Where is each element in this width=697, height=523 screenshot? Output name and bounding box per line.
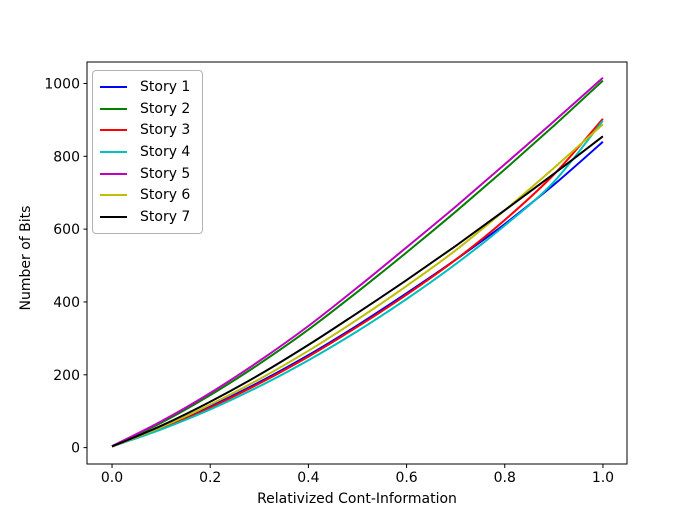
legend-item-story-6: Story 6 [100, 184, 195, 206]
legend-item-story-7: Story 7 [100, 206, 195, 228]
legend-item-story-3: Story 3 [100, 119, 195, 141]
legend-item-story-2: Story 2 [100, 98, 195, 120]
series-line-story-4 [111, 119, 604, 448]
legend-item-story-4: Story 4 [100, 141, 195, 163]
series-line-story-2 [111, 79, 604, 448]
x-tick-label: 0.8 [494, 470, 516, 486]
x-axis-label: Relativized Cont-Information [257, 491, 457, 507]
legend-label: Story 7 [140, 208, 191, 225]
legend-line-swatch [100, 129, 127, 132]
legend-label: Story 5 [140, 165, 191, 182]
x-tick-label: 0.6 [395, 470, 417, 486]
series-line-story-7 [111, 135, 604, 448]
x-tick-label: 0.0 [101, 470, 123, 486]
legend-line-swatch [100, 215, 127, 218]
axes-frame [86, 61, 628, 465]
x-tick-label: 1.0 [592, 470, 614, 486]
legend-line-swatch [100, 194, 127, 197]
y-tick-label: 0 [71, 441, 80, 457]
legend-item-story-1: Story 1 [100, 76, 195, 98]
y-tick-label: 600 [53, 222, 80, 238]
y-axis-ticks: 0 200 400 600 800 1000 [44, 76, 87, 457]
legend-line-swatch [100, 172, 127, 175]
y-axis-label: Number of Bits [18, 206, 34, 311]
legend-label: Story 1 [140, 78, 191, 95]
series-line-story-6 [111, 123, 604, 448]
x-tick-label: 0.2 [199, 470, 221, 486]
legend-line-swatch [100, 85, 127, 88]
legend-item-story-5: Story 5 [100, 163, 195, 185]
series-line-story-3 [111, 118, 604, 448]
x-axis-ticks: 0.0 0.2 0.4 0.6 0.8 1.0 [101, 464, 614, 486]
y-tick-label: 400 [53, 295, 80, 311]
series-line-story-5 [111, 76, 604, 448]
y-tick-label: 1000 [44, 76, 80, 92]
legend: Story 1 Story 2 Story 3 Story 4 Story 5 Story… [92, 70, 203, 234]
y-tick-label: 800 [53, 149, 80, 165]
legend-line-swatch [100, 107, 127, 110]
series-group [111, 76, 604, 448]
legend-label: Story 6 [140, 187, 191, 204]
x-tick-label: 0.4 [297, 470, 319, 486]
legend-label: Story 2 [140, 100, 191, 117]
legend-label: Story 3 [140, 122, 191, 139]
y-tick-label: 200 [53, 368, 80, 384]
legend-label: Story 4 [140, 143, 191, 160]
legend-line-swatch [100, 150, 127, 153]
